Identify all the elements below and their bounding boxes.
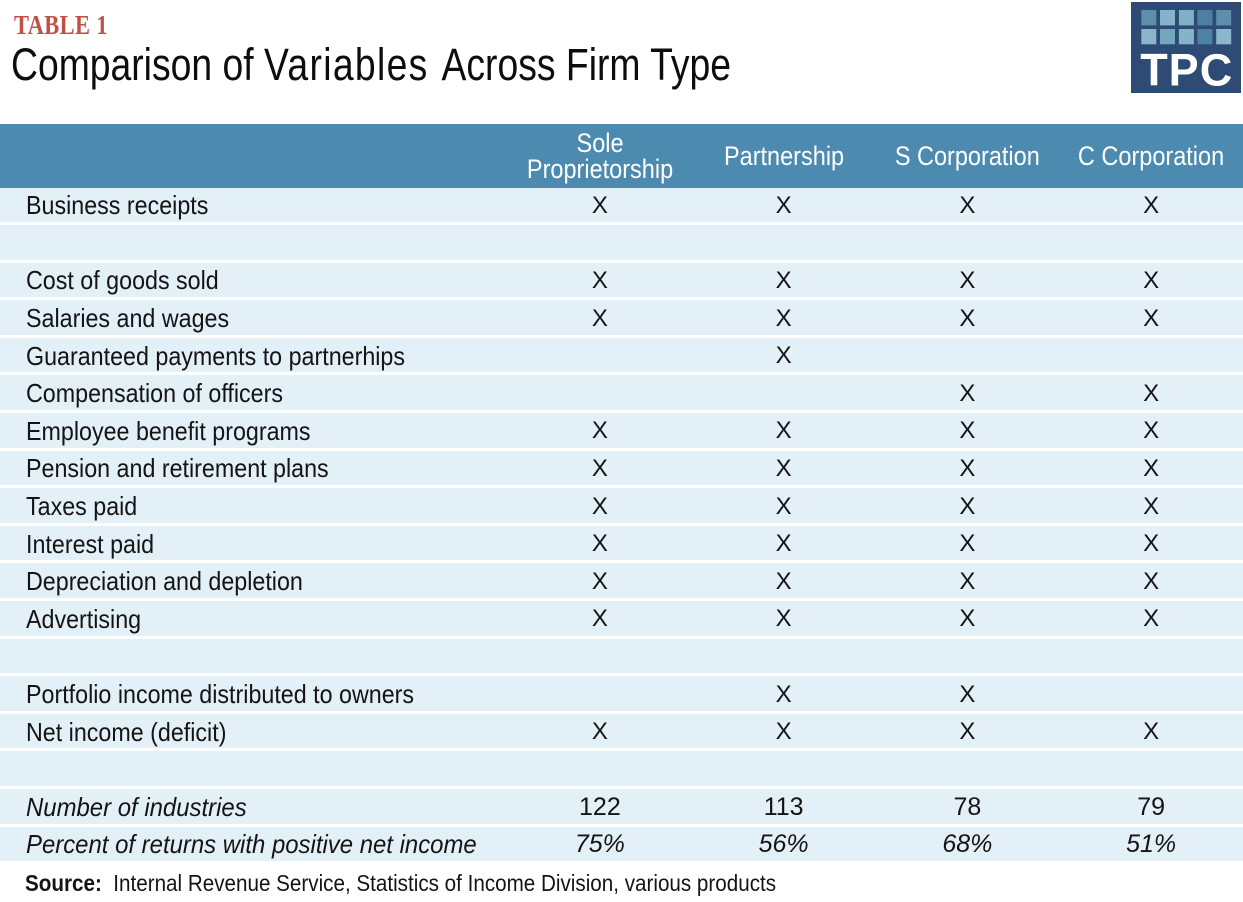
- svg-text:TPC: TPC: [1140, 45, 1233, 94]
